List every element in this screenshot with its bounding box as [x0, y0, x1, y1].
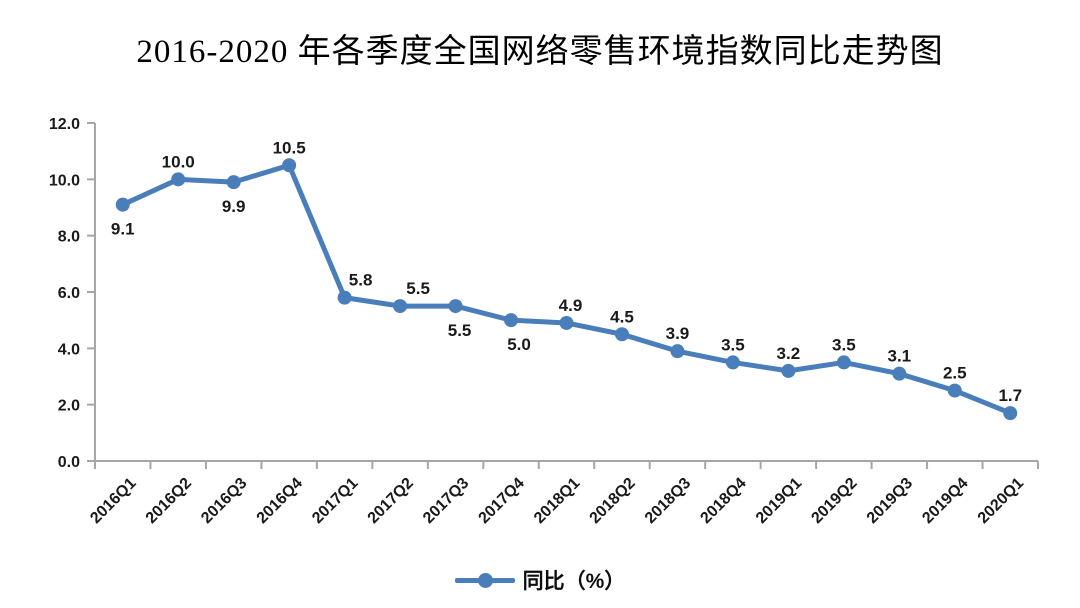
data-point-label: 5.5: [448, 321, 472, 340]
data-point-marker: [337, 290, 352, 305]
data-point-label: 10.5: [273, 138, 306, 157]
x-category-label: 2016Q3: [198, 475, 250, 527]
x-category-label: 2019Q3: [864, 475, 916, 527]
data-point-marker: [171, 172, 186, 187]
data-point-marker: [282, 158, 297, 173]
data-point-marker: [836, 355, 851, 370]
x-category-label: 2018Q3: [642, 475, 694, 527]
x-category-label: 2018Q4: [697, 475, 749, 527]
legend-point-dot: [477, 572, 493, 588]
data-point-marker: [393, 299, 408, 314]
x-category-label: 2017Q2: [365, 475, 417, 527]
data-point-label: 3.1: [888, 347, 912, 366]
x-category-label: 2018Q1: [531, 475, 583, 527]
x-category-label: 2016Q2: [143, 475, 195, 527]
data-point-marker: [670, 344, 685, 359]
data-point-label: 3.5: [721, 335, 745, 354]
data-point-marker: [559, 315, 574, 330]
data-point-label: 5.5: [406, 279, 430, 298]
y-tick-label: 8.0: [58, 229, 80, 246]
data-point-label: 1.7: [998, 386, 1022, 405]
data-point-label: 3.2: [777, 344, 801, 363]
data-point-label: 4.9: [559, 296, 583, 315]
data-point-marker: [947, 383, 962, 398]
data-point-marker: [781, 363, 796, 378]
y-tick-label: 12.0: [49, 116, 80, 133]
data-point-label: 4.5: [610, 307, 634, 326]
data-point-label: 2.5: [943, 364, 967, 383]
data-point-label: 3.5: [832, 335, 856, 354]
data-point-marker: [1003, 406, 1018, 421]
y-tick-label: 4.0: [58, 341, 80, 358]
data-point-marker: [226, 175, 241, 190]
x-category-label: 2018Q2: [587, 475, 639, 527]
series-line: [120, 162, 1013, 416]
x-category-label: 2016Q1: [87, 475, 139, 527]
data-point-marker: [725, 355, 740, 370]
x-category-label: 2017Q1: [309, 475, 361, 527]
x-category-label: 2019Q4: [919, 475, 971, 527]
data-point-label: 10.0: [162, 152, 195, 171]
y-tick-label: 0.0: [58, 454, 80, 471]
chart-legend: 同比（%）: [0, 560, 1080, 600]
legend-line-marker-icon: [454, 572, 515, 588]
x-category-label: 2017Q4: [476, 475, 528, 527]
data-point-label: 9.1: [111, 220, 135, 239]
y-tick-label: 2.0: [58, 398, 80, 415]
data-point-marker: [448, 299, 463, 314]
y-tick-label: 6.0: [58, 285, 80, 302]
x-category-label: 2019Q1: [753, 475, 805, 527]
x-category-label: 2017Q3: [420, 475, 472, 527]
data-point-label: 3.9: [666, 324, 690, 343]
x-category-label: 2016Q4: [254, 475, 306, 527]
x-category-label: 2020Q1: [975, 475, 1027, 527]
data-point-label: 5.0: [507, 335, 531, 354]
data-point-label: 9.9: [222, 197, 246, 216]
data-point-marker: [614, 327, 629, 342]
data-point-label: 5.8: [349, 271, 373, 290]
y-tick-label: 10.0: [49, 172, 80, 189]
data-point-marker: [504, 313, 519, 328]
chart-title: 2016-2020 年各季度全国网络零售环境指数同比走势图: [136, 34, 944, 70]
legend-series-label: 同比（%）: [522, 570, 626, 593]
data-point-marker: [115, 197, 130, 212]
data-point-marker: [892, 366, 907, 381]
x-category-label: 2019Q2: [808, 475, 860, 527]
